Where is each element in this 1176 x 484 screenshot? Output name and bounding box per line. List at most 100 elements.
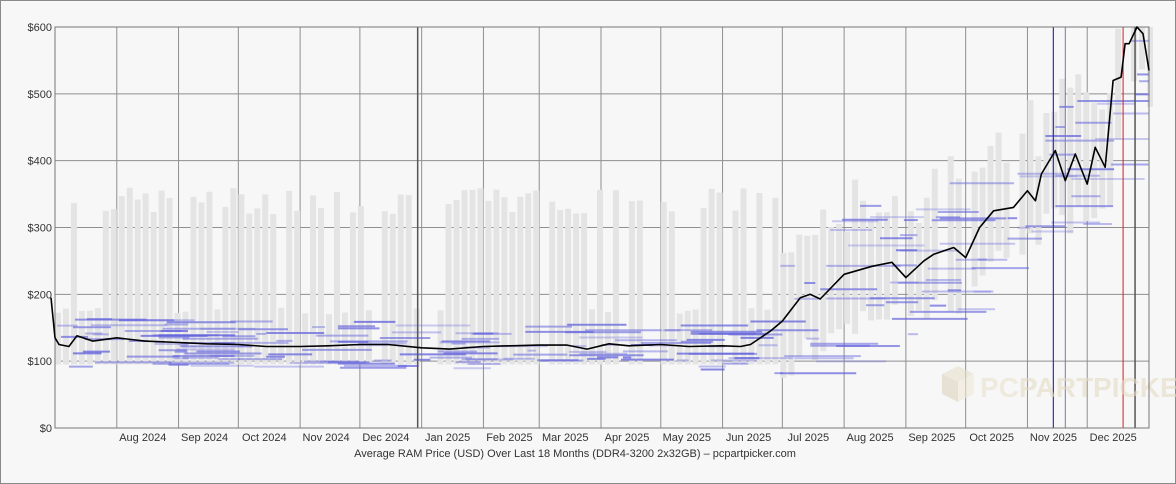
range-bar <box>294 210 301 365</box>
range-bar <box>533 190 540 365</box>
range-bar <box>477 188 484 365</box>
range-bar <box>318 207 325 365</box>
range-bar <box>1147 27 1154 107</box>
range-bar <box>836 224 843 330</box>
range-bar <box>509 212 516 365</box>
range-bar <box>1083 92 1090 221</box>
range-bar <box>1027 100 1034 234</box>
range-bar <box>525 193 532 365</box>
axes: $0 $100 $200 $300 $400 $500 $600 Aug 2024 Sep 20… <box>28 22 1150 444</box>
range-bar <box>110 209 117 365</box>
range-bar <box>445 204 452 365</box>
range-bar <box>381 211 388 365</box>
range-bar <box>1059 78 1066 216</box>
event-markers <box>416 27 1136 428</box>
range-bar <box>804 235 811 339</box>
range-bar <box>1099 109 1106 209</box>
range-bar <box>748 308 755 365</box>
y-tick-label: $600 <box>28 22 52 34</box>
range-bar <box>589 309 596 365</box>
range-bar <box>214 309 221 365</box>
range-bar <box>254 208 261 365</box>
range-bar <box>1139 27 1146 70</box>
range-bar <box>780 252 787 378</box>
range-bar <box>612 190 619 365</box>
range-bar <box>907 211 914 316</box>
range-bar <box>126 187 133 365</box>
range-bar <box>310 195 317 365</box>
range-bar <box>222 206 229 365</box>
range-bar <box>517 196 524 365</box>
y-tick-label: $300 <box>28 223 52 235</box>
range-bar <box>286 190 293 365</box>
range-bar <box>708 188 715 365</box>
range-bar <box>150 212 157 365</box>
x-tick-label: Jun 2025 <box>726 432 771 444</box>
x-tick-label: Jul 2025 <box>788 432 830 444</box>
range-bar <box>230 188 237 365</box>
range-bar <box>206 191 213 365</box>
x-tick-label: Aug 2025 <box>847 432 894 444</box>
range-bar <box>270 213 277 365</box>
range-bar <box>302 313 309 365</box>
x-tick-label: Sep 2025 <box>908 432 955 444</box>
range-bar <box>333 191 340 365</box>
watermark-text: PCPARTPICKER <box>980 372 1176 403</box>
range-bar <box>349 212 356 365</box>
range-bar <box>852 179 859 334</box>
range-bar <box>581 213 588 365</box>
pcpartpicker-watermark: PCPARTPICKER <box>942 366 1176 403</box>
x-tick-label: Aug 2024 <box>119 432 166 444</box>
y-tick-label: $0 <box>40 423 52 435</box>
y-tick-label: $500 <box>28 89 52 101</box>
range-bar <box>860 200 867 312</box>
range-bar <box>676 313 683 365</box>
x-tick-label: Dec 2024 <box>362 432 409 444</box>
range-bar <box>158 190 165 365</box>
x-tick-label: Mar 2025 <box>542 432 588 444</box>
range-bar <box>692 309 699 365</box>
range-bar <box>995 132 1002 251</box>
x-tick-label: Apr 2025 <box>605 432 650 444</box>
range-bar <box>573 213 580 365</box>
chart-title: Average RAM Price (USD) Over Last 18 Mon… <box>354 448 796 460</box>
range-bar <box>142 193 149 365</box>
range-bar <box>868 218 875 321</box>
range-bar <box>469 189 476 365</box>
range-bar <box>86 310 93 365</box>
y-tick-label: $400 <box>28 156 52 168</box>
range-bar <box>493 189 500 365</box>
range-bar <box>1131 27 1138 82</box>
range-bar <box>238 194 245 365</box>
range-bar <box>357 206 364 365</box>
y-tick-label: $100 <box>28 356 52 368</box>
range-bar <box>947 156 954 313</box>
range-bar <box>198 202 205 365</box>
range-bar <box>1019 133 1026 255</box>
range-bar <box>501 197 508 365</box>
range-bar <box>55 312 61 365</box>
retailer-price-lines <box>56 39 1149 375</box>
range-bar <box>820 209 827 352</box>
range-bar <box>413 308 420 365</box>
range-bar <box>883 212 890 320</box>
x-tick-label: Oct 2024 <box>242 432 287 444</box>
range-bar <box>397 194 404 365</box>
x-tick-label: Nov 2024 <box>303 432 350 444</box>
range-bar <box>828 227 835 334</box>
range-bar <box>987 146 994 262</box>
range-bar <box>461 190 468 365</box>
range-bar <box>636 200 643 365</box>
range-bar <box>660 201 667 365</box>
range-bar <box>1035 156 1042 245</box>
x-tick-label: Nov 2025 <box>1030 432 1077 444</box>
range-bar <box>875 212 882 320</box>
x-tick-label: Oct 2025 <box>969 432 1014 444</box>
range-bar <box>365 310 372 365</box>
range-bar <box>971 171 978 287</box>
x-tick-label: Feb 2025 <box>486 432 532 444</box>
range-bar <box>102 210 109 365</box>
range-bar <box>174 312 181 365</box>
range-bar <box>700 207 707 365</box>
